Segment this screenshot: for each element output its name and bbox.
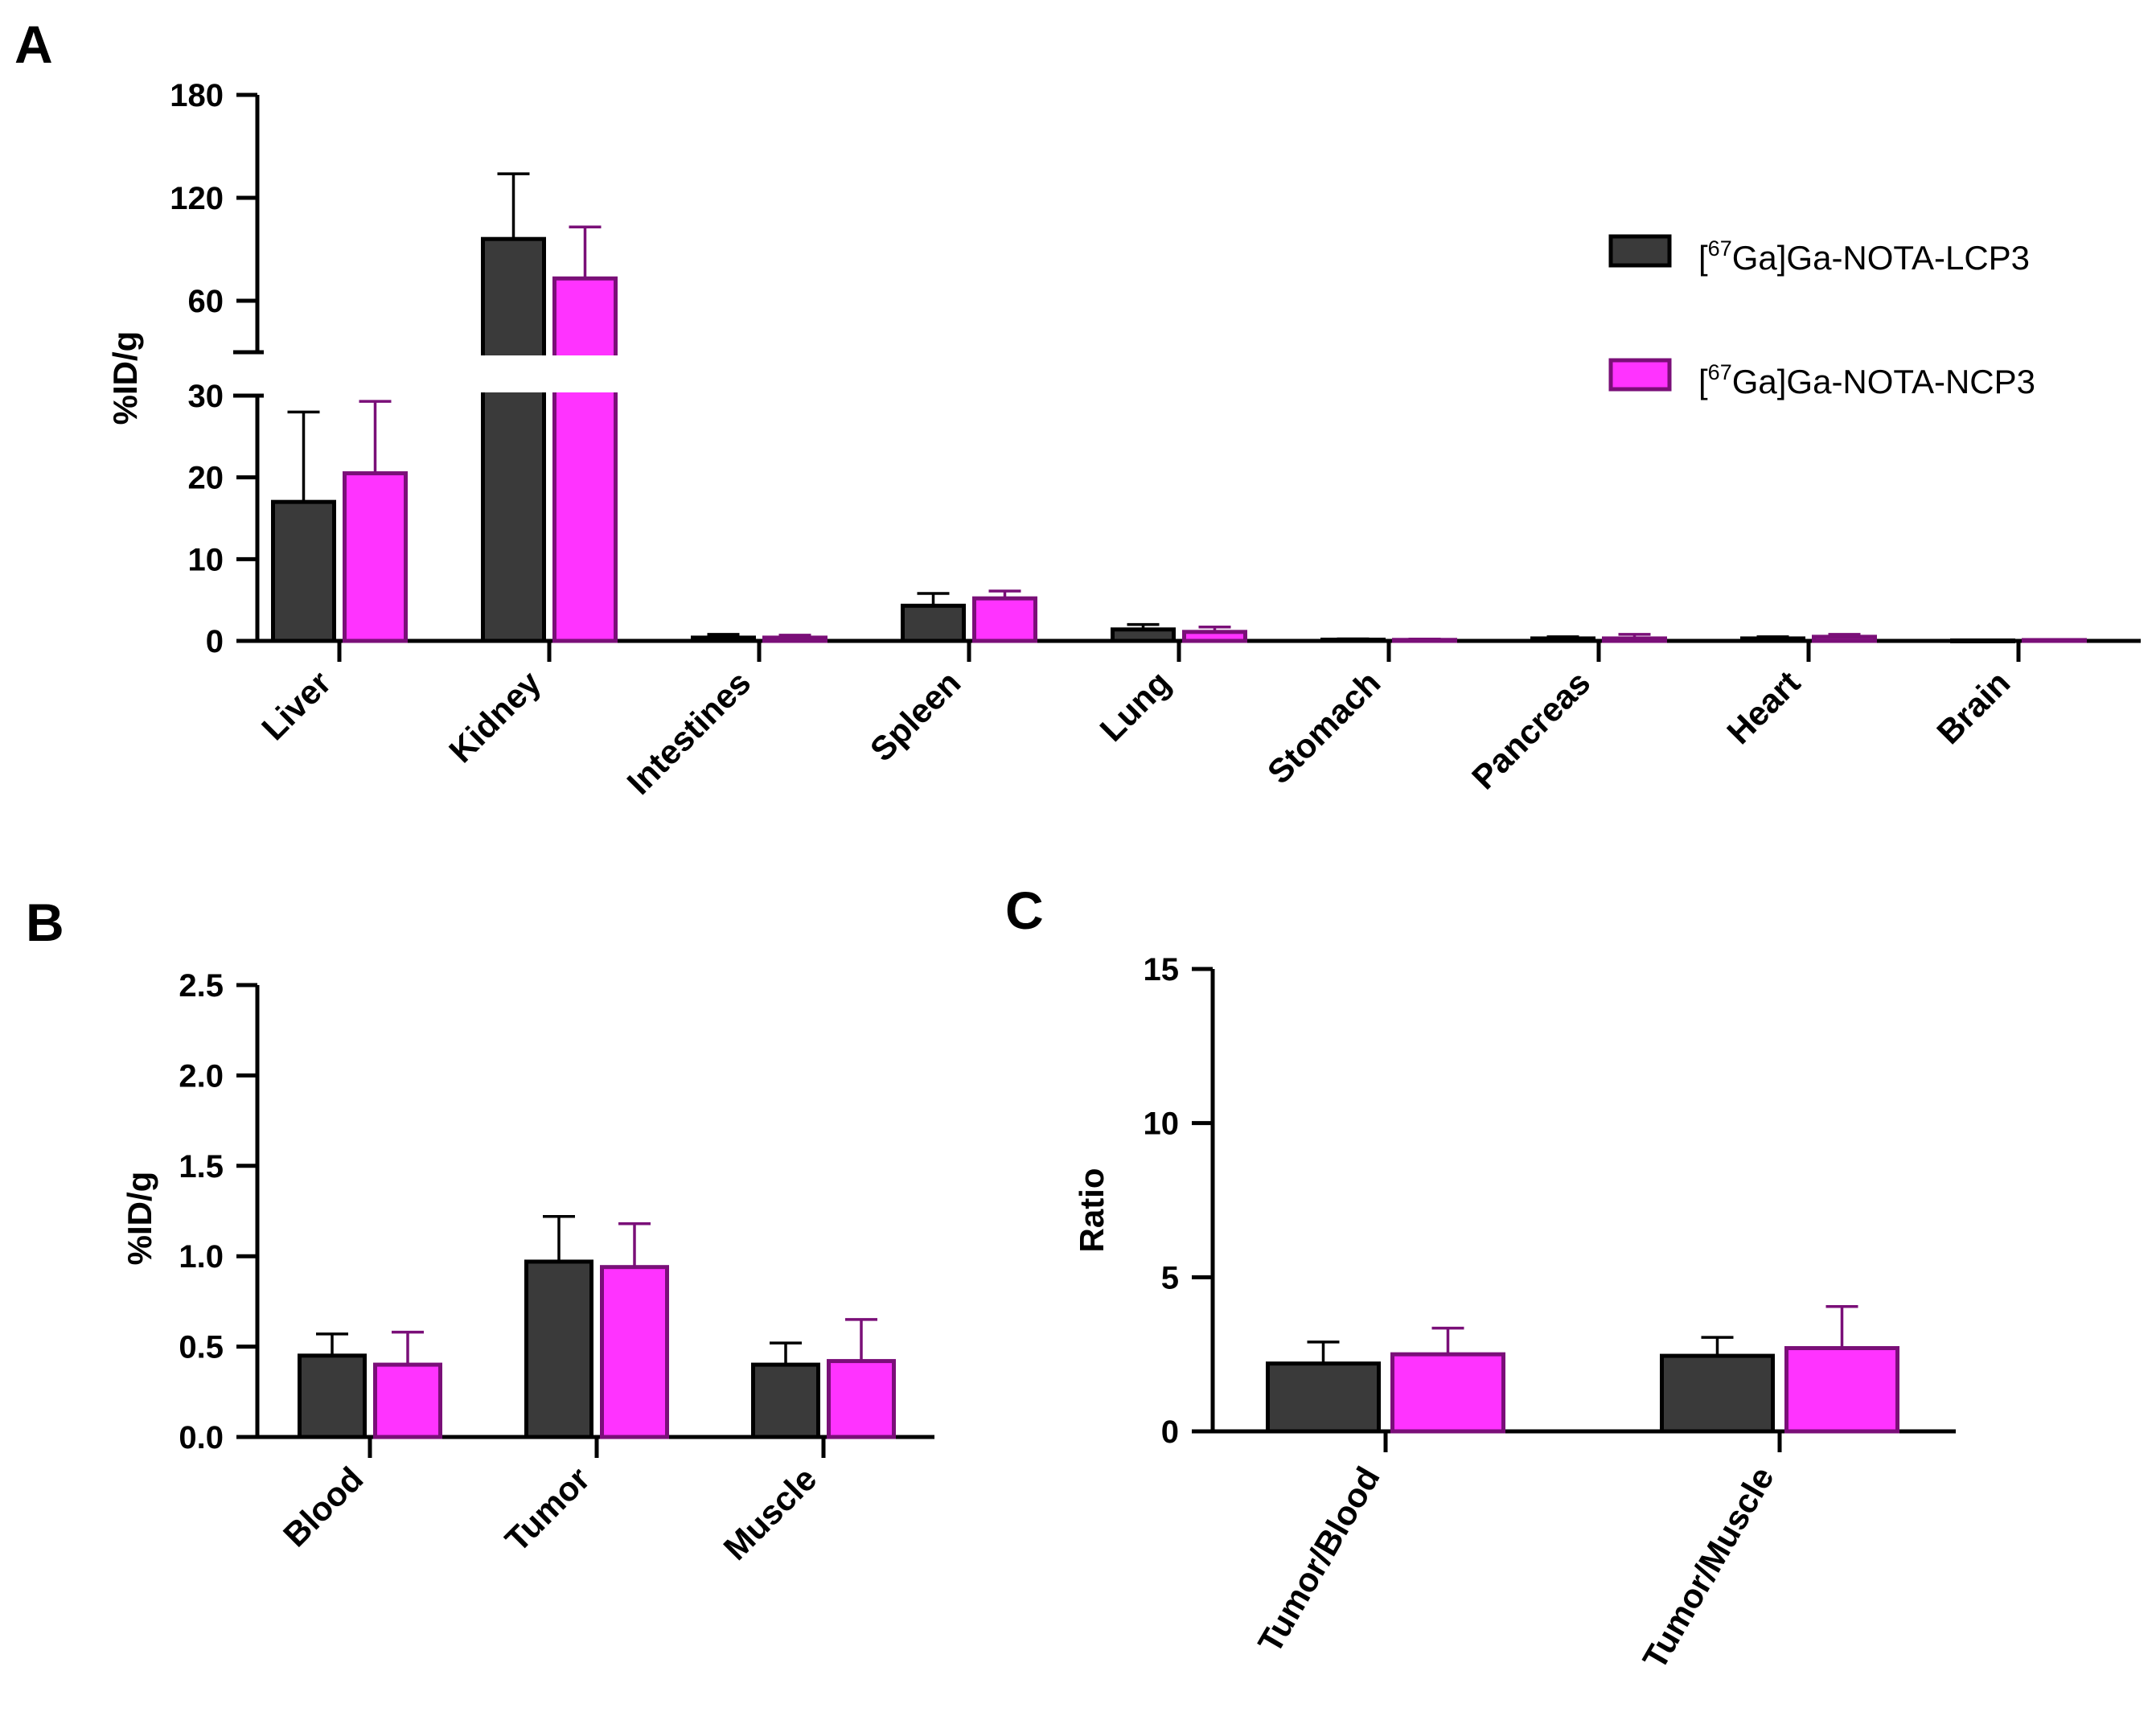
panel-b-chart: %ID/g 0.0 0.5 1.0 1.5 2.0 2.5 Blood Tumor Muscle: [121, 968, 934, 1567]
panel-c-error-bar-lcp3-tumor-blood: [1307, 1340, 1340, 1364]
panel-a-x-tick-label: Heart: [1719, 663, 1807, 751]
panel-letter-b: B: [26, 893, 64, 952]
panel-a-bar-ncp3-stomach: [1392, 638, 1457, 643]
panel-a-bar-lcp3-spleen: [901, 603, 966, 643]
legend-label-ncp3: [67Ga]Ga-NOTA-NCP3: [1698, 360, 2035, 400]
panel-b-bar-ncp3-tumor: [600, 1265, 669, 1439]
panel-c-error-bar-ncp3-tumor-muscle: [1825, 1305, 1858, 1349]
panel-c-bar-lcp3-tumor-blood: [1266, 1361, 1381, 1434]
panel-a-y-tick-label: 120: [170, 181, 224, 216]
panel-a-bar-ncp3-pancreas: [1602, 636, 1667, 643]
panel-b-y-tick-label: 1.0: [179, 1239, 224, 1275]
panel-a-y-tick-label: 20: [188, 461, 224, 496]
panel-a-ylabel: %ID/g: [106, 331, 144, 425]
panel-c-error-bar-ncp3-tumor-blood: [1431, 1326, 1464, 1355]
panel-b-bar-lcp3-muscle: [751, 1362, 820, 1439]
panel-b-y-tick-label: 0.5: [179, 1330, 224, 1365]
panel-b-bar-ncp3-blood: [373, 1362, 442, 1439]
panel-a-y-tick-label: 60: [188, 284, 224, 319]
panel-c-y-tick-label: 10: [1144, 1106, 1180, 1142]
legend-label-lcp3: [67Ga]Ga-NOTA-LCP3: [1698, 236, 2030, 277]
panel-b-error-bar-ncp3-tumor: [618, 1221, 651, 1267]
panel-c-error-bar-lcp3-tumor-muscle: [1701, 1336, 1734, 1357]
panel-a-x-tick-label: Pancreas: [1464, 663, 1597, 796]
panel-b-x-tick-label: Blood: [276, 1460, 370, 1554]
panel-b-error-bar-lcp3-tumor: [543, 1214, 575, 1262]
panel-a-error-bar-ncp3-liver: [359, 400, 392, 474]
panel-a-bar-ncp3-intestines: [762, 635, 827, 643]
panel-a-error-bar-lcp3-kidney: [497, 172, 530, 240]
legend: [67Ga]Ga-NOTA-LCP3 [67Ga]Ga-NOTA-NCP3: [1608, 234, 2035, 400]
panel-a-error-bar-ncp3-kidney: [569, 225, 602, 279]
panel-a-bar-lcp3-lung: [1111, 627, 1176, 643]
panel-a-x-tick-label: Spleen: [863, 663, 968, 769]
panel-a-bar-lcp3-liver: [271, 499, 336, 643]
panel-c-chart: Ratio 0 5 10 15 Tumor/Blood Tumor/Muscle: [1073, 952, 1956, 1675]
panel-a-x-tick-label: Liver: [254, 663, 338, 747]
panel-a-bar-ncp3-kidney: [552, 276, 618, 643]
panel-b-x-tick-label: Muscle: [716, 1460, 823, 1567]
panel-c-y-tick-label: 15: [1144, 952, 1180, 987]
panel-a-bar-ncp3-heart: [1812, 634, 1877, 643]
panel-a-bar-lcp3-kidney: [481, 236, 546, 643]
panel-b-x-tick-label: Tumor: [498, 1460, 597, 1558]
panel-a-x-tick-label: Lung: [1093, 663, 1178, 749]
panel-b-bar-lcp3-tumor: [524, 1259, 593, 1439]
panel-a-x-tick-label: Brain: [1929, 663, 2017, 751]
panel-a-bar-ncp3-spleen: [972, 596, 1037, 643]
panel-b-error-bar-lcp3-blood: [316, 1332, 348, 1356]
panel-letter-c: C: [1005, 881, 1044, 940]
panel-a-axis-break-gap: [261, 355, 2142, 392]
panel-c-ylabel: Ratio: [1073, 1168, 1111, 1253]
panel-a-bar-ncp3-lung: [1182, 630, 1247, 643]
panel-b-bar-lcp3-blood: [298, 1353, 367, 1439]
panel-a-bar-ncp3-liver: [343, 471, 408, 643]
panel-a-y-tick-label: 10: [188, 542, 224, 577]
legend-swatch-lcp3: [1608, 234, 1672, 268]
panel-c-x-tick-label: Tumor/Muscle: [1635, 1460, 1781, 1675]
panel-a-x-tick-label: Stomach: [1260, 663, 1388, 791]
panel-c-y-tick-label: 0: [1161, 1414, 1179, 1450]
panel-b-error-bar-lcp3-muscle: [770, 1341, 802, 1365]
panel-b-y-tick-label: 2.0: [179, 1058, 224, 1094]
panel-a-bar-lcp3-brain: [1950, 638, 2015, 643]
panel-b-y-tick-label: 2.5: [179, 968, 224, 1004]
panel-c-bar-ncp3-tumor-blood: [1390, 1352, 1505, 1434]
panel-a-bar-lcp3-pancreas: [1530, 636, 1595, 643]
panel-a-x-tick-label: Kidney: [441, 663, 548, 770]
legend-swatch-ncp3: [1608, 358, 1672, 392]
panel-c-bar-ncp3-tumor-muscle: [1784, 1346, 1899, 1434]
panel-a-bar-ncp3-brain: [2022, 638, 2087, 643]
panel-b-ylabel: %ID/g: [121, 1172, 158, 1266]
panel-a-y-tick-label: 0: [206, 624, 224, 659]
panel-b-error-bar-ncp3-blood: [392, 1330, 424, 1365]
panel-a-bar-lcp3-intestines: [691, 635, 756, 643]
panel-b-y-tick-label: 0.0: [179, 1420, 224, 1455]
panel-b-error-bar-ncp3-muscle: [845, 1318, 877, 1361]
panel-a-y-tick-label: 30: [188, 379, 224, 414]
panel-letter-a: A: [14, 14, 53, 74]
panel-c-bar-lcp3-tumor-muscle: [1660, 1353, 1775, 1434]
panel-a-error-bar-lcp3-liver: [287, 410, 320, 503]
panel-c-y-tick-label: 5: [1161, 1260, 1179, 1295]
panel-b-y-tick-label: 1.5: [179, 1149, 224, 1184]
panel-c-x-tick-label: Tumor/Blood: [1250, 1460, 1387, 1659]
panel-a-bar-lcp3-stomach: [1320, 637, 1386, 643]
panel-a-x-tick-label: Intestines: [619, 663, 758, 802]
panel-a-y-tick-label: 180: [170, 78, 224, 113]
panel-a-bar-lcp3-heart: [1740, 636, 1805, 643]
panel-b-bar-ncp3-muscle: [827, 1359, 896, 1439]
panel-a-chart: %ID/g 0 10 20 30 60 120 180 Liver Kidney Intestin…: [106, 78, 2142, 802]
panel-a-error-bar-lcp3-spleen: [917, 592, 950, 606]
